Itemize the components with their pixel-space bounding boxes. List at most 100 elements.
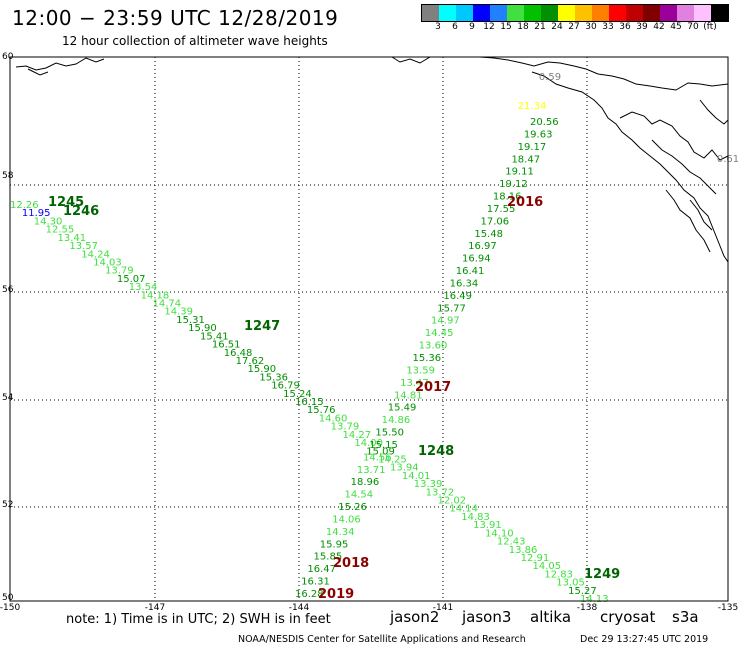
legend-swatch [541,5,558,21]
legend-swatch [609,5,626,21]
legend-swatch [422,5,439,21]
legend-label: (ft) [703,22,717,32]
wave-height-value: 13.47 [400,378,429,389]
wave-height-value: 14.74 [153,299,182,310]
wave-height-value: 13.79 [331,422,360,433]
wave-height-value: 14.56 [363,452,392,463]
satellite-altika: altika [530,608,572,626]
wave-height-value: 15.09 [366,446,395,457]
satellite-jason3: jason3 [462,608,512,626]
latitude-label: 56 [2,285,14,295]
longitude-label: -144 [289,603,310,613]
time-marker-label: 2016 [507,195,543,210]
legend-label: 33 [602,22,614,32]
wave-height-value: 12.43 [497,537,526,548]
wave-height-value: 15.85 [314,552,343,563]
time-marker-label: 2017 [415,380,451,395]
wave-height-value: 16.51 [212,340,241,351]
wave-height-value: 14.45 [425,328,454,339]
wave-height-value: 11.95 [22,208,51,219]
legend-swatch [575,5,592,21]
wave-height-value: 16.28 [295,589,324,600]
coastline-path [15,56,729,263]
legend-label: 3 [435,22,441,32]
wave-height-value: 12.02 [438,496,467,507]
wave-height-value: 14.34 [326,527,355,538]
coast-value-label: 21.34 [518,101,547,112]
latitude-label: 52 [2,500,13,510]
legend-label: 30 [585,22,597,32]
wave-height-value: 12.55 [46,225,75,236]
time-marker-label: 1249 [584,567,620,582]
wave-height-value: 15.24 [283,389,312,400]
legend-label: 45 [670,22,682,32]
legend-label: 15 [500,22,512,32]
wave-height-value: 13.79 [105,266,134,277]
wave-height-value: 13.05 [556,578,585,589]
legend-label: 42 [653,22,665,32]
legend-swatch [439,5,456,21]
time-marker-label: 2019 [318,587,354,602]
latitude-label: 54 [2,393,14,403]
wave-height-value: 15.90 [248,364,277,375]
wave-height-value: 19.17 [518,142,547,153]
wave-height-value: 15.49 [388,403,417,414]
legend-swatch [558,5,575,21]
wave-height-value: 15.76 [307,405,336,416]
wave-height-value: 16.47 [307,564,336,575]
legend-label: 24 [551,22,563,32]
wave-height-value: 15.07 [117,274,146,285]
track-layer: 12.2611.9514.3012.5513.4113.5714.2414.03… [10,117,609,605]
page-title: 12:00 − 23:59 UTC 12/28/2019 [12,6,339,30]
wave-height-value: 14.81 [394,390,423,401]
wave-height-value: 13.60 [419,341,448,352]
wave-height-value: 16.15 [295,397,324,408]
footer-note: note: 1) Time is in UTC; 2) SWH is in fe… [66,612,331,627]
legend-swatch [626,5,643,21]
map-frame [9,56,729,602]
wave-height-value: 15.50 [375,428,404,439]
wave-height-value: 17.62 [236,356,265,367]
longitude-label: -141 [433,603,453,613]
legend-swatch [643,5,660,21]
satellite-s3a: s3a [672,608,699,626]
latitude-label: 60 [2,52,14,62]
legend-swatch [456,5,473,21]
legend-label: 9 [469,22,475,32]
wave-height-value: 17.06 [481,216,510,227]
wave-height-value: 14.06 [332,514,361,525]
wave-height-value: 15.26 [338,502,367,513]
wave-height-value: 14.30 [34,216,63,227]
legend-label: 18 [517,22,529,32]
wave-height-value: 13.94 [390,463,419,474]
wave-height-value: 14.27 [343,430,372,441]
legend-label: 70 [687,22,699,32]
legend-label: 6 [452,22,458,32]
wave-height-value: 15.41 [200,331,229,342]
legend-swatch [711,5,728,21]
wave-height-value: 15.36 [413,353,442,364]
time-marker-label: 1247 [244,319,280,334]
latitude-label: 58 [2,171,14,181]
wave-height-value: 14.00 [354,438,383,449]
wave-height-value: 14.24 [81,249,110,260]
satellite-jason2: jason2 [390,608,440,626]
wave-height-value: 12.91 [521,553,550,564]
credit-text: NOAA/NESDIS Center for Satellite Applica… [238,634,526,645]
satellite-cryosat: cryosat [600,608,656,626]
wave-height-value: 13.39 [414,479,443,490]
wave-height-value: 16.97 [468,241,497,252]
legend-swatch [592,5,609,21]
wave-height-value: 17.55 [487,204,516,215]
time-marker-label: 1246 [63,204,99,219]
wave-height-value: 13.54 [129,282,158,293]
legend-label: 12 [483,22,495,32]
wave-height-value: 14.97 [431,316,460,327]
legend-swatch [524,5,541,21]
wave-height-value: 14.54 [344,490,373,501]
wave-height-value: 15.27 [568,586,597,597]
axis-labels: 60 58 56 54 52 50-150 -147 -144 -141 -138 -135 [0,52,738,613]
latitude-label: 50 [2,593,14,603]
